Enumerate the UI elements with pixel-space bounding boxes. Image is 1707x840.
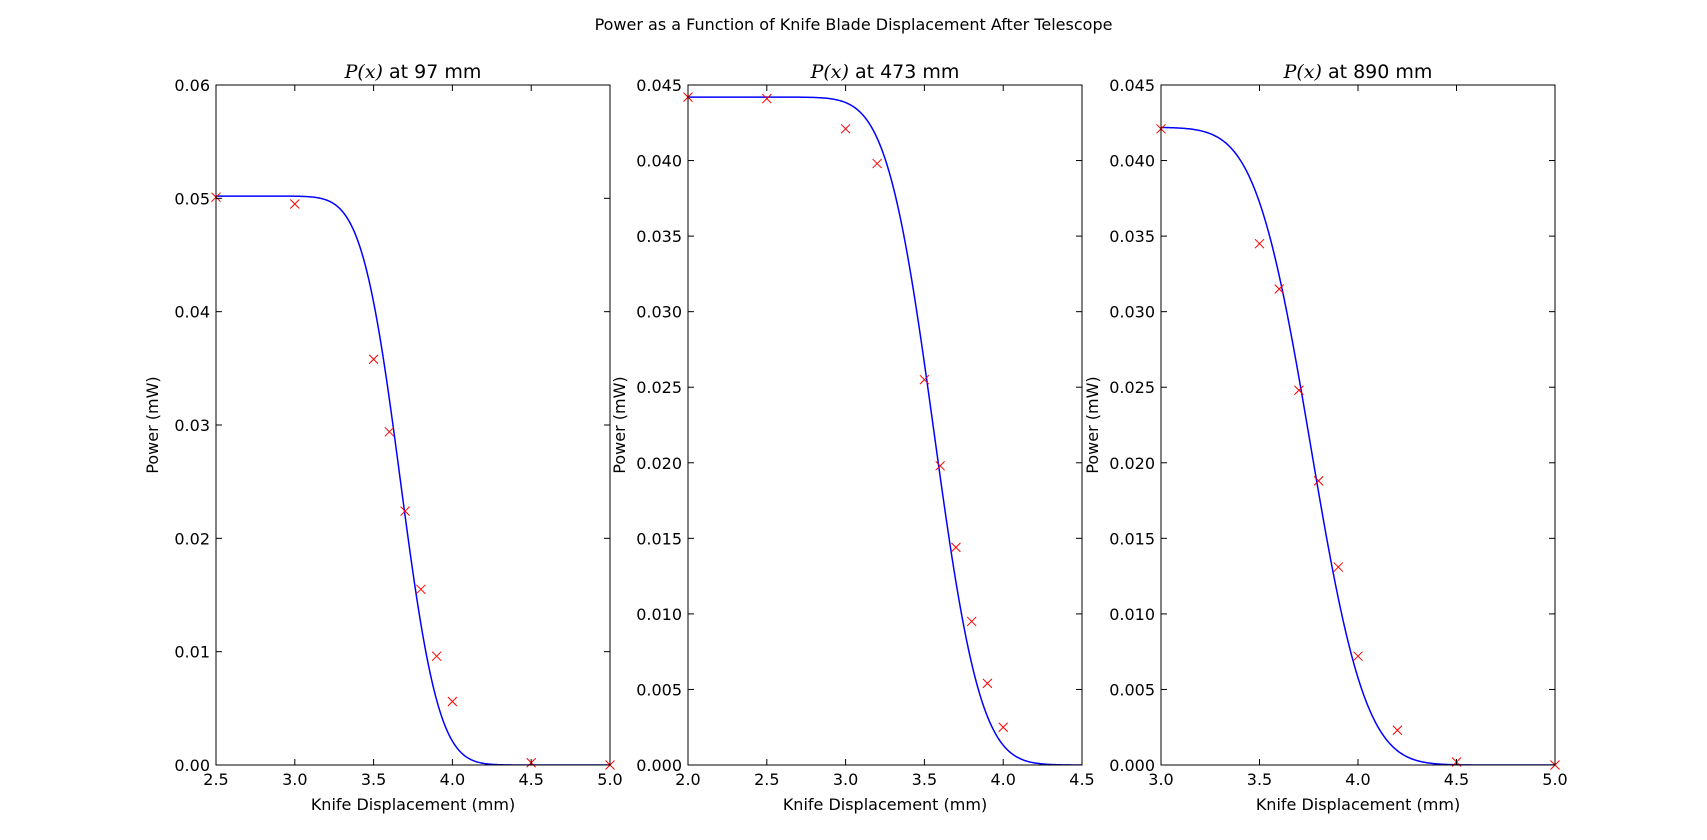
data-point — [368, 354, 379, 365]
axes-frame — [687, 84, 1083, 766]
y-tick-label: 0.06 — [174, 76, 210, 95]
panel-title-text: at 890 mm — [1322, 61, 1433, 83]
x-tick-label: 4.5 — [518, 770, 543, 789]
panel-3: 3.0 3.5 4.0 4.5 5.0 0.000 0.005 0.010 0.015 0.020… — [1083, 61, 1568, 814]
x-tick-label: 5.0 — [1542, 770, 1567, 789]
data-point — [840, 123, 851, 134]
y-tick-label: 0.030 — [1109, 303, 1155, 322]
y-tick-label: 0.010 — [636, 605, 682, 624]
x-tick-label: 3.5 — [361, 770, 386, 789]
panel-title-math: P(x) — [1283, 61, 1322, 83]
y-tick-label: 0.005 — [636, 680, 682, 699]
data-point — [1353, 651, 1363, 662]
x-tick-label: 4.0 — [990, 770, 1015, 789]
data-point — [872, 158, 882, 169]
panel-title-text: at 97 mm — [383, 61, 481, 83]
x-tick-label: 4.5 — [1069, 770, 1094, 789]
x-tick-label: 3.0 — [1148, 770, 1173, 789]
y-tick-label: 0.00 — [174, 756, 210, 775]
fit-curve — [1161, 126, 1555, 765]
data-point — [919, 374, 930, 385]
data-point — [982, 678, 993, 689]
y-tick-label: 0.020 — [1109, 454, 1155, 473]
x-axis-label: Knife Displacement (mm) — [311, 795, 515, 814]
y-tick-label: 0.015 — [1109, 529, 1155, 548]
x-tick-label: 3.0 — [282, 770, 307, 789]
data-point — [761, 93, 772, 104]
panel-title: P(x) at 473 mm — [810, 61, 960, 83]
y-tick-label: 0.040 — [1109, 152, 1155, 171]
x-tick-label: 4.0 — [1345, 770, 1370, 789]
y-tick-label: 0.04 — [174, 303, 210, 322]
panel-1: 2.5 3.0 3.5 4.0 4.5 5.0 0.00 0.01 0.02 0.03 0.04 0.… — [143, 61, 623, 814]
data-point — [447, 696, 458, 707]
y-tick-label: 0.020 — [636, 454, 682, 473]
data-point — [1294, 385, 1304, 396]
data-point — [1313, 476, 1324, 486]
y-tick-label: 0.01 — [174, 643, 210, 662]
y-tick-label: 0.025 — [636, 378, 682, 397]
data-point — [1274, 284, 1285, 294]
y-tick-label: 0.030 — [636, 303, 682, 322]
fit-curve — [688, 96, 1082, 765]
x-tick-label: 2.0 — [675, 770, 700, 789]
data-point — [1333, 562, 1344, 572]
axes-frame — [1160, 84, 1556, 766]
data-point — [400, 506, 410, 516]
data-point — [289, 199, 300, 209]
data-point — [384, 426, 395, 437]
x-tick-label: 2.5 — [203, 770, 228, 789]
figure-title: Power as a Function of Knife Blade Displ… — [594, 15, 1113, 34]
x-axis-label: Knife Displacement (mm) — [783, 795, 987, 814]
fit-curve — [216, 195, 610, 765]
panel-title: P(x) at 890 mm — [1283, 61, 1433, 83]
x-tick-label: 4.0 — [440, 770, 465, 789]
y-tick-label: 0.025 — [1109, 378, 1155, 397]
y-axis-label: Power (mW) — [1083, 376, 1102, 473]
y-tick-label: 0.010 — [1109, 605, 1155, 624]
data-point — [1254, 238, 1265, 249]
x-tick-label: 3.5 — [1247, 770, 1272, 789]
data-point — [951, 542, 961, 553]
x-tick-label: 5.0 — [597, 770, 622, 789]
y-tick-label: 0.000 — [1109, 756, 1155, 775]
axes-frame — [215, 84, 611, 766]
panel-title-text: at 473 mm — [849, 61, 960, 83]
y-tick-label: 0.03 — [174, 416, 210, 435]
x-tick-label: 4.5 — [1444, 770, 1469, 789]
y-tick-label: 0.000 — [636, 756, 682, 775]
y-tick-label: 0.035 — [1109, 227, 1155, 246]
x-tick-label: 3.5 — [912, 770, 937, 789]
data-point — [431, 651, 442, 662]
y-tick-label: 0.005 — [1109, 680, 1155, 699]
data-point — [966, 616, 977, 627]
y-axis-label: Power (mW) — [143, 376, 162, 473]
y-tick-label: 0.045 — [1109, 76, 1155, 95]
y-tick-label: 0.02 — [174, 529, 210, 548]
y-tick-label: 0.045 — [636, 76, 682, 95]
data-point — [416, 584, 426, 595]
panel-title: P(x) at 97 mm — [344, 61, 482, 83]
panel-2: 2.0 2.5 3.0 3.5 4.0 4.5 0.000 0.005 0.010 0.015 0.… — [610, 61, 1095, 814]
data-point — [998, 722, 1009, 733]
x-tick-label: 2.5 — [754, 770, 779, 789]
y-tick-label: 0.035 — [636, 227, 682, 246]
panel-title-math: P(x) — [344, 61, 383, 83]
data-point — [935, 460, 946, 471]
panel-title-math: P(x) — [810, 61, 849, 83]
data-point — [1392, 725, 1403, 736]
y-tick-label: 0.015 — [636, 529, 682, 548]
x-tick-label: 3.0 — [833, 770, 858, 789]
y-axis-label: Power (mW) — [610, 376, 629, 473]
x-axis-label: Knife Displacement (mm) — [1256, 795, 1460, 814]
y-tick-label: 0.05 — [174, 189, 210, 208]
y-tick-label: 0.040 — [636, 152, 682, 171]
